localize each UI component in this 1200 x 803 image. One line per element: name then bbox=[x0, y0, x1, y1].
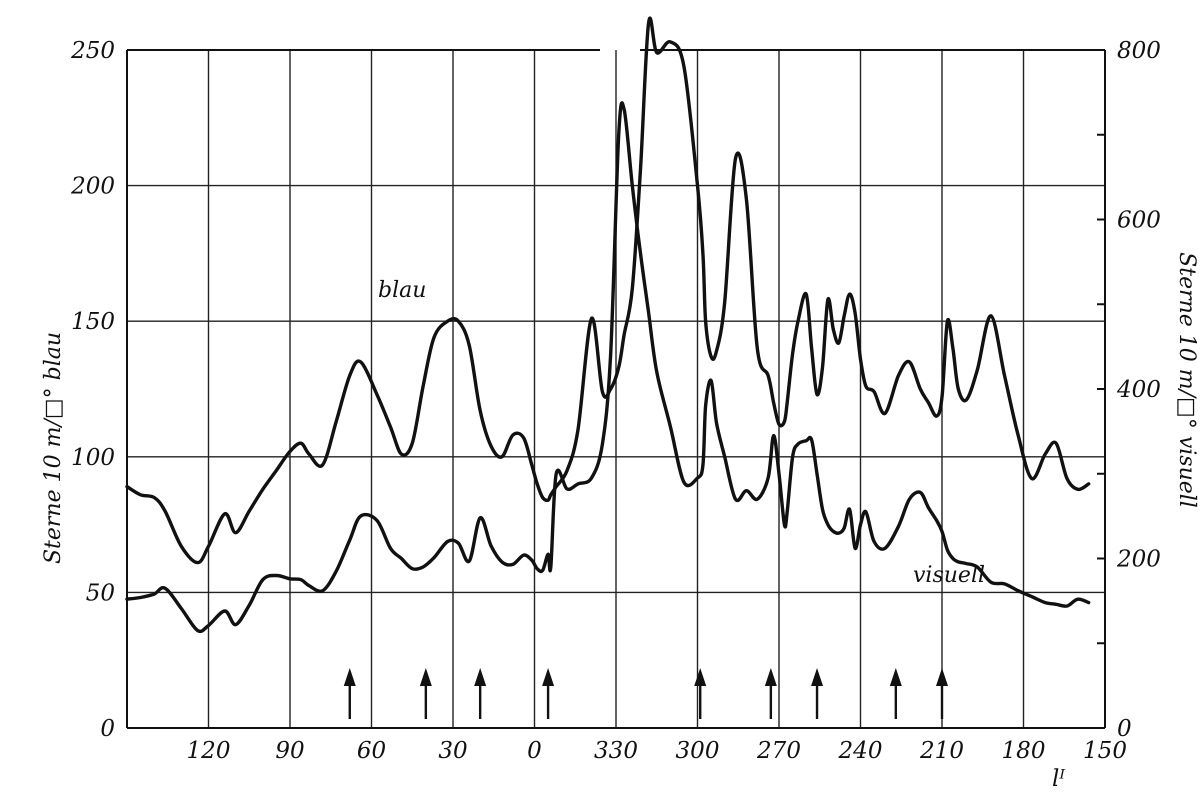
right-tick-label: 600 bbox=[1117, 208, 1161, 234]
right-tick-label: 800 bbox=[1117, 38, 1161, 64]
series-label-blau: blau bbox=[378, 278, 426, 303]
right-tick-label: 400 bbox=[1116, 377, 1161, 403]
x-tick-label: 120 bbox=[187, 738, 231, 764]
x-axis-ticks: 120 90 60 30 0 330 300 270 240 210 180 150 bbox=[187, 738, 1127, 764]
series-lines bbox=[125, 16, 1091, 634]
arrow-head bbox=[764, 668, 777, 686]
arrow-head bbox=[936, 668, 948, 686]
x-tick-label: 210 bbox=[919, 738, 964, 764]
x-tick-label: 30 bbox=[438, 738, 467, 764]
left-tick-label: 100 bbox=[71, 445, 115, 471]
x-tick-label: 60 bbox=[357, 738, 386, 764]
x-tick-label: 150 bbox=[1083, 738, 1127, 764]
arrow-markers bbox=[343, 668, 948, 719]
series-label-visuell: visuell bbox=[913, 563, 985, 588]
x-tick-label: 0 bbox=[527, 738, 542, 764]
left-tick-label: 250 bbox=[70, 38, 115, 64]
left-tick-label: 150 bbox=[71, 309, 115, 335]
x-tick-label: 270 bbox=[756, 738, 801, 764]
arrow-head bbox=[343, 668, 356, 686]
arrow-head bbox=[542, 668, 555, 686]
left-tick-label: 0 bbox=[100, 716, 115, 742]
left-tick-label: 50 bbox=[86, 580, 115, 606]
x-tick-label: 240 bbox=[838, 738, 883, 764]
right-tick-label: 200 bbox=[1116, 547, 1161, 573]
series-line-visuell bbox=[125, 101, 1091, 634]
arrow-head bbox=[694, 668, 707, 686]
left-tick-label: 200 bbox=[70, 174, 115, 200]
x-tick-label: 90 bbox=[275, 738, 304, 764]
x-tick-label: 300 bbox=[676, 738, 720, 764]
arrow-head bbox=[889, 668, 902, 686]
x-tick-label: 330 bbox=[594, 738, 638, 764]
series-line-blau bbox=[125, 16, 1091, 565]
x-tick-label: 180 bbox=[1002, 738, 1046, 764]
left-axis-ticks: 0 50 100 150 200 250 bbox=[70, 38, 115, 742]
x-axis-title: lᴵ bbox=[1052, 766, 1065, 792]
arrow-head bbox=[474, 668, 487, 686]
right-tick-label: 0 bbox=[1117, 716, 1132, 742]
right-axis-ticks: 0 200 400 600 800 bbox=[1097, 38, 1161, 742]
right-axis-title: Sterne 10 m/□° visuell bbox=[1174, 252, 1199, 508]
arrow-head bbox=[811, 668, 824, 686]
left-axis-title: Sterne 10 m/□° blau bbox=[41, 332, 66, 564]
arrow-head bbox=[419, 668, 432, 686]
